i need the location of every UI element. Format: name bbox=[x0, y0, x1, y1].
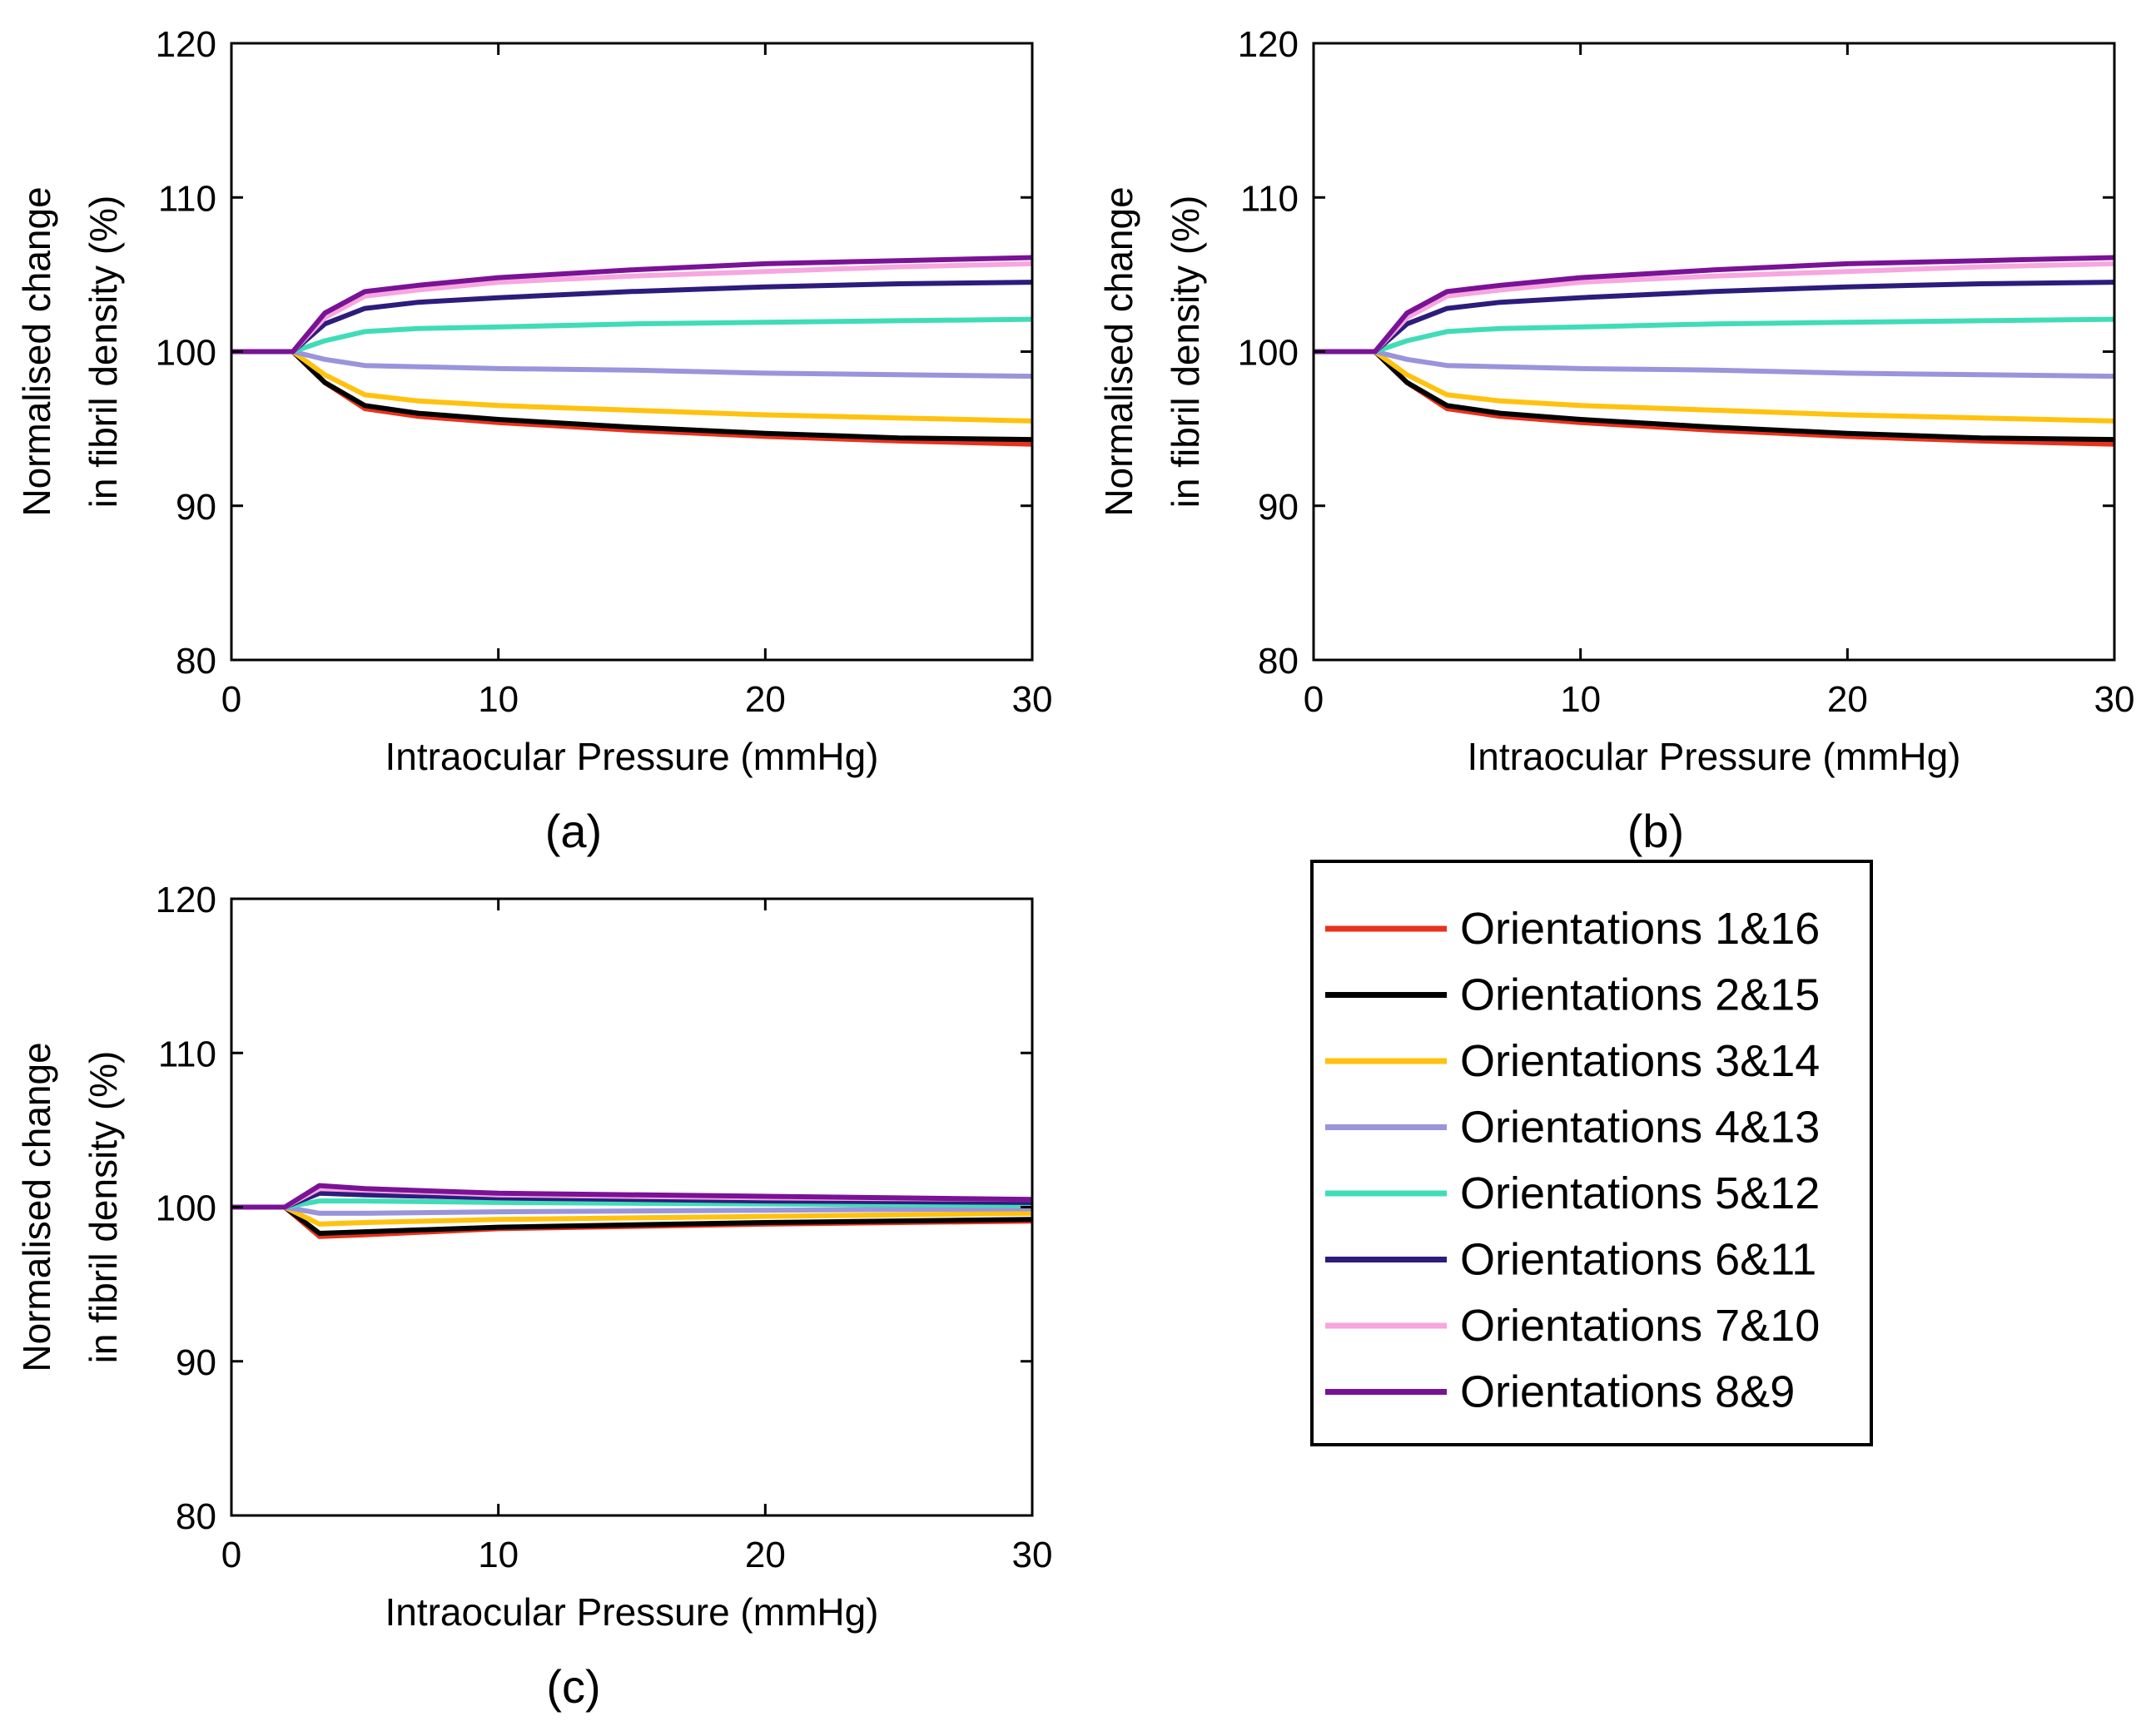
y-axis-title: Normalised change bbox=[15, 1042, 58, 1371]
legend-label: Orientations 4&13 bbox=[1460, 1103, 1820, 1153]
series-line bbox=[231, 1183, 1032, 1210]
axes-box bbox=[1312, 42, 2116, 662]
x-tick-label: 20 bbox=[1827, 679, 1868, 720]
y-tick-label: 120 bbox=[156, 880, 216, 920]
y-tick-label: 90 bbox=[176, 487, 216, 528]
series-line bbox=[1314, 255, 2114, 355]
x-axis-title: Intraocular Pressure (mmHg) bbox=[1467, 735, 1960, 778]
y-axis-title: Normalised change bbox=[15, 186, 58, 516]
legend-label: Orientations 6&11 bbox=[1460, 1235, 1816, 1285]
y-tick-label: 120 bbox=[1238, 24, 1299, 65]
legend-label: Orientations 5&12 bbox=[1460, 1168, 1820, 1218]
x-tick-label: 0 bbox=[221, 1535, 241, 1575]
chart-panel-a: 0 10 20 30 80 90 100 110 120 Intraocular Pressure… bbox=[15, 24, 1052, 857]
x-tick-label: 0 bbox=[221, 679, 241, 720]
panel-caption: (a) bbox=[545, 805, 602, 857]
y-tick-label: 80 bbox=[176, 1496, 216, 1537]
y-tick-label: 100 bbox=[156, 1188, 216, 1229]
series-line bbox=[1314, 260, 2114, 355]
chart-panel-b: 0 10 20 30 80 90 100 110 120 Intraocular Pressure… bbox=[1097, 24, 2134, 857]
legend-label: Orientations 7&10 bbox=[1460, 1301, 1820, 1351]
series-line bbox=[1314, 349, 2114, 379]
legend-label: Orientations 8&9 bbox=[1460, 1367, 1795, 1417]
x-axis-title: Intraocular Pressure (mmHg) bbox=[385, 1590, 878, 1634]
legend-label: Orientations 1&16 bbox=[1460, 904, 1820, 954]
y-tick-label: 110 bbox=[158, 178, 216, 219]
x-tick-label: 0 bbox=[1304, 679, 1324, 720]
y-tick-label: 90 bbox=[176, 1342, 216, 1383]
y-axis-title: in fibril density (%) bbox=[82, 1051, 125, 1364]
y-tick-label: 120 bbox=[156, 24, 216, 65]
series-line bbox=[1314, 349, 2114, 443]
series-line bbox=[1314, 316, 2114, 355]
x-axis-title: Intraocular Pressure (mmHg) bbox=[385, 735, 878, 778]
y-tick-label: 80 bbox=[1258, 641, 1299, 682]
y-tick-label: 110 bbox=[1240, 178, 1299, 219]
series-line bbox=[231, 316, 1032, 355]
x-tick-label: 30 bbox=[2094, 679, 2135, 720]
y-tick-label: 100 bbox=[1238, 333, 1299, 374]
y-tick-label: 100 bbox=[156, 333, 216, 374]
series-line bbox=[231, 349, 1032, 424]
series-line bbox=[231, 260, 1032, 355]
y-tick-label: 90 bbox=[1258, 487, 1299, 528]
series-line bbox=[1314, 280, 2114, 355]
x-tick-label: 30 bbox=[1012, 679, 1053, 720]
series-line bbox=[231, 280, 1032, 355]
x-tick-label: 10 bbox=[478, 679, 519, 720]
series-line bbox=[231, 349, 1032, 443]
x-tick-label: 20 bbox=[745, 679, 786, 720]
chart-panel-c: 0 10 20 30 80 90 100 110 120 Intraocular Pressure… bbox=[15, 880, 1052, 1713]
y-tick-label: 80 bbox=[176, 641, 216, 682]
y-axis-title: in fibril density (%) bbox=[82, 196, 125, 508]
x-tick-label: 10 bbox=[1560, 679, 1601, 720]
legend-label: Orientations 2&15 bbox=[1460, 970, 1820, 1020]
series-line bbox=[231, 349, 1032, 379]
legend-box bbox=[1310, 860, 1873, 1446]
y-tick-label: 110 bbox=[158, 1034, 216, 1074]
axes-box bbox=[230, 42, 1034, 662]
panel-caption: (b) bbox=[1627, 805, 1684, 857]
y-axis-title: Normalised change bbox=[1097, 186, 1140, 516]
x-tick-label: 10 bbox=[478, 1535, 519, 1575]
legend: Orientations 1&16 Orientations 2&15 Orient… bbox=[1310, 860, 1873, 1446]
x-tick-label: 30 bbox=[1012, 1535, 1053, 1575]
series-line bbox=[231, 255, 1032, 355]
x-tick-label: 20 bbox=[745, 1535, 786, 1575]
legend-label: Orientations 3&14 bbox=[1460, 1036, 1820, 1086]
y-axis-title: in fibril density (%) bbox=[1164, 196, 1207, 508]
series-line bbox=[1314, 349, 2114, 424]
panel-caption: (c) bbox=[546, 1660, 600, 1713]
